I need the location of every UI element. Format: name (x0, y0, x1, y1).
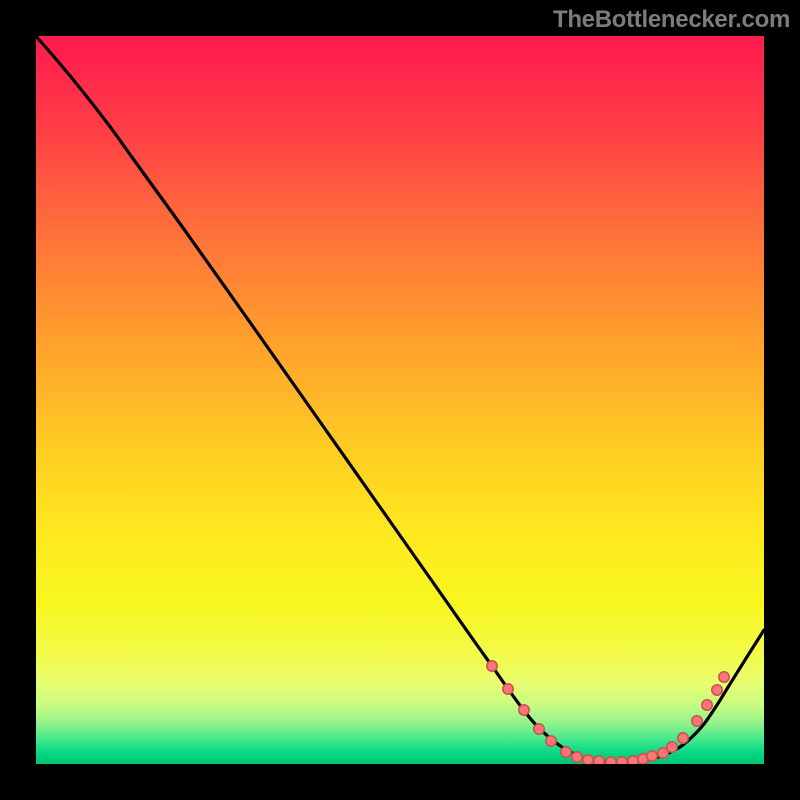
chart-marker (702, 700, 712, 710)
chart-marker (519, 705, 529, 715)
chart-marker (583, 755, 593, 764)
watermark-text: TheBottlenecker.com (553, 6, 790, 34)
chart-marker (719, 672, 729, 682)
chart-marker (594, 756, 604, 764)
chart-marker (487, 661, 497, 671)
chart-plot-area (36, 36, 764, 764)
chart-marker (572, 752, 582, 762)
chart-marker (667, 742, 677, 752)
chart-marker (546, 736, 556, 746)
chart-marker (628, 756, 638, 764)
chart-marker (647, 751, 657, 761)
figure-frame: TheBottlenecker.com (0, 0, 800, 800)
chart-marker (617, 757, 627, 764)
chart-marker (606, 757, 616, 764)
chart-marker (503, 684, 513, 694)
chart-marker (678, 733, 688, 743)
chart-svg (36, 36, 764, 764)
chart-marker (692, 716, 702, 726)
chart-background (36, 36, 764, 764)
chart-marker (712, 685, 722, 695)
chart-marker (534, 724, 544, 734)
chart-marker (561, 747, 571, 757)
